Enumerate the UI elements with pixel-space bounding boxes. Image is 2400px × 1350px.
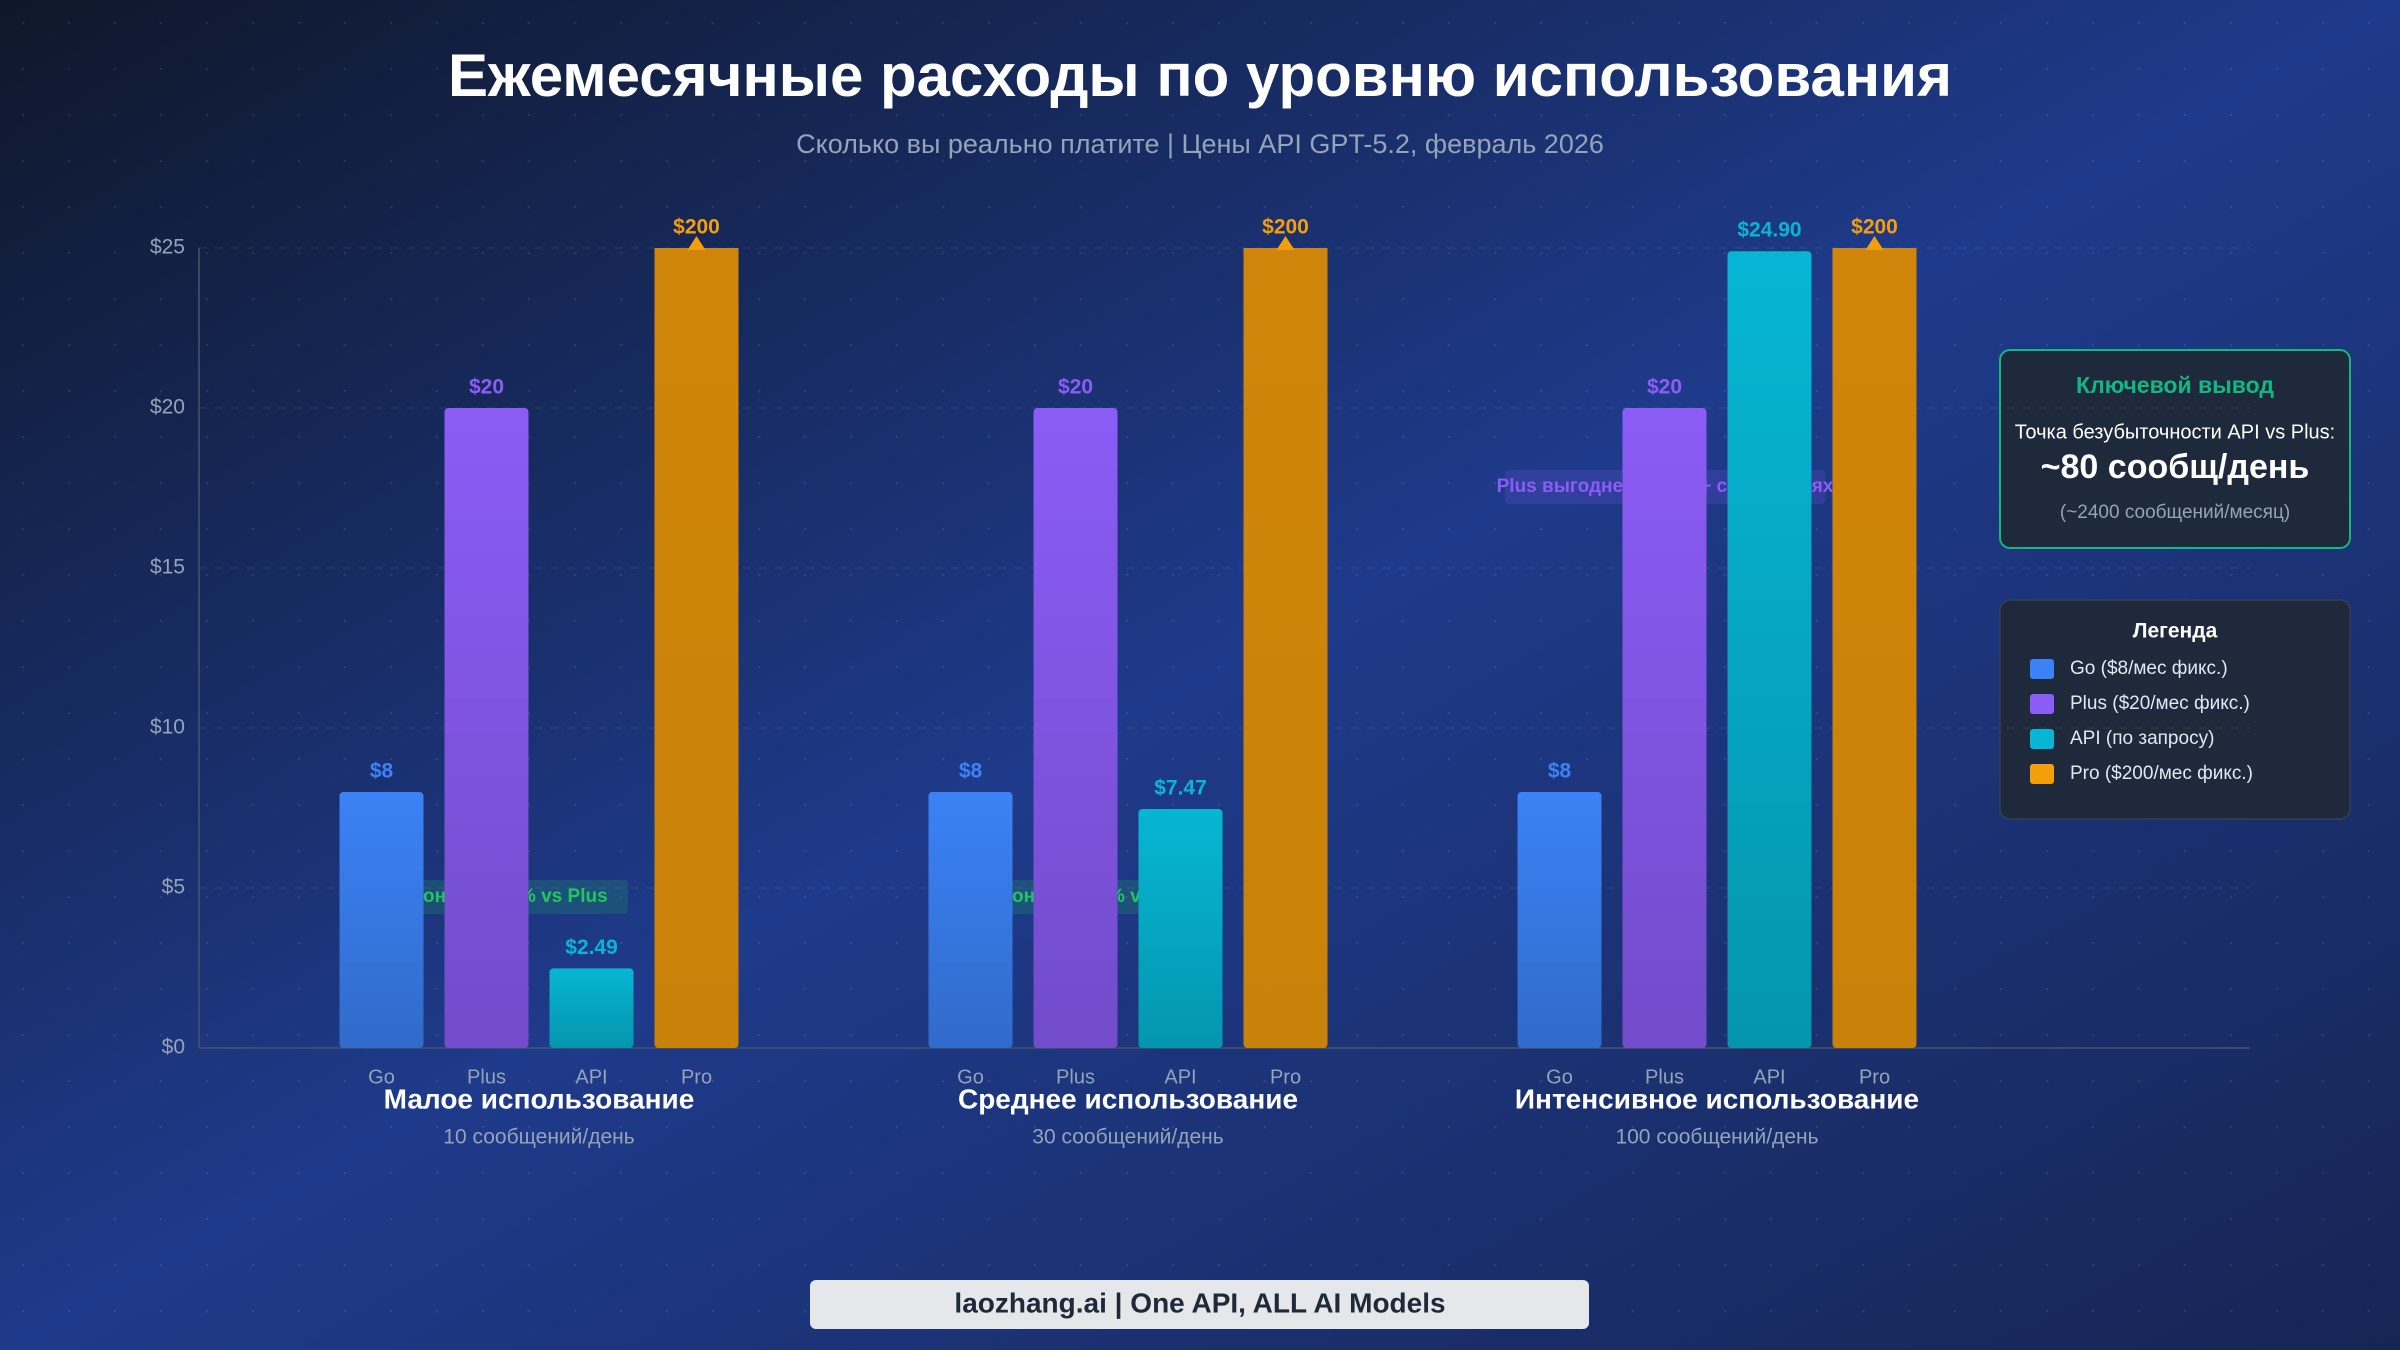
legend-title: Легенда [2133,620,2218,643]
x-tick-label: API [1753,1066,1785,1088]
legend-swatch [2030,694,2054,714]
group-label: Среднее использование [958,1083,1298,1114]
x-tick-label: Go [1546,1066,1573,1088]
overflow-arrow [1865,236,1884,250]
bar-shade [444,408,529,1048]
y-tick-label: $10 [150,716,185,739]
legend-label: Pro ($200/мес фикс.) [2070,763,2253,784]
value-label: $200 [673,216,720,239]
x-tick-label: Plus [467,1066,506,1088]
x-tick-label: Pro [1270,1066,1301,1088]
bar-shade [1832,248,1917,1048]
bar-shade [1033,408,1118,1048]
group-note: 10 сообщений/день [443,1126,634,1149]
insight-text: Точка безубыточности API vs Plus: [2015,421,2335,443]
group-label: Интенсивное использование [1515,1083,1919,1114]
bar-shade [928,792,1013,1048]
legend-swatch [2030,659,2054,679]
y-tick-label: $20 [150,396,185,419]
y-tick-label: $5 [162,876,185,899]
x-tick-label: Go [957,1066,984,1088]
bar-shade [1138,808,1223,1048]
value-label: $200 [1262,216,1309,239]
y-tick-label: $25 [150,236,185,259]
chart-title: Ежемесячные расходы по уровню использова… [448,42,1952,109]
legend-swatch [2030,729,2054,749]
bar-shade [1517,792,1602,1048]
legend-label: Go ($8/мес фикс.) [2070,658,2228,679]
bar-shade [339,792,424,1048]
value-label: $2.49 [565,936,618,959]
x-tick-label: Pro [1859,1066,1890,1088]
group-label: Малое использование [384,1083,695,1114]
legend-swatch [2030,764,2054,784]
value-label: $20 [1647,376,1682,399]
value-label: $20 [1058,376,1093,399]
x-tick-label: API [575,1066,607,1088]
x-tick-label: Plus [1056,1066,1095,1088]
bar-shade [1243,248,1328,1048]
x-tick-label: Go [368,1066,395,1088]
y-tick-label: $0 [162,1036,185,1059]
value-label: $7.47 [1154,777,1207,800]
legend-label: Plus ($20/мес фикс.) [2070,693,2250,714]
value-label: $8 [1548,760,1572,783]
insight-box: Ключевой вывод Точка безубыточности API … [1999,349,2351,549]
value-label: $200 [1851,216,1898,239]
legend-frame [1999,599,2351,820]
value-label: $20 [469,376,504,399]
x-tick-label: Pro [681,1066,712,1088]
x-tick-label: API [1164,1066,1196,1088]
group-note: 100 сообщений/день [1615,1126,1818,1149]
bar-shade [1727,251,1812,1048]
x-tick-label: Plus [1645,1066,1684,1088]
bar-shade [549,968,634,1048]
insight-title: Ключевой вывод [2076,372,2274,398]
value-label: $24.90 [1737,219,1801,242]
overflow-arrow [1276,236,1295,250]
footer-box [810,1280,1589,1329]
legend-label: API (по запросу) [2070,728,2214,749]
bar-shade [654,248,739,1048]
insight-note: (~2400 сообщений/месяц) [2060,502,2290,523]
group-note: 30 сообщений/день [1032,1126,1223,1149]
chart-subtitle: Сколько вы реально платите | Цены API GP… [796,129,1604,159]
footer: laozhang.ai | One API, ALL AI Models [954,1287,1445,1318]
value-label: $8 [959,760,983,783]
insight-value: ~80 сообщ/день [2041,448,2310,486]
value-label: $8 [370,760,394,783]
insight-frame [1999,349,2351,549]
plot-area [339,248,1917,1048]
overflow-arrow [687,236,706,250]
y-tick-label: $15 [150,556,185,579]
bar-shade [1622,408,1707,1048]
